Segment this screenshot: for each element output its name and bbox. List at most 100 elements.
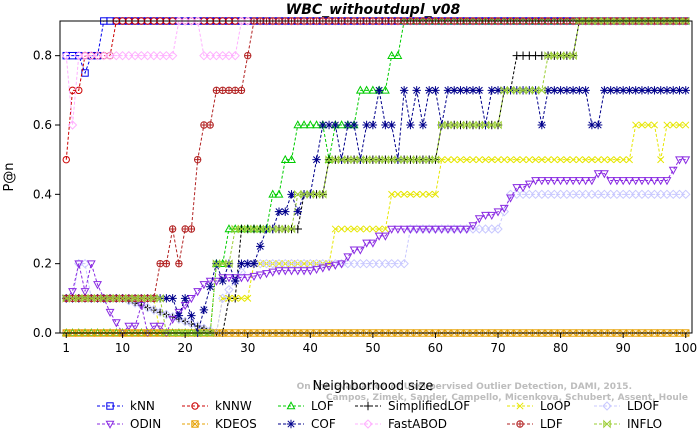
legend-item-lof: LOF bbox=[278, 399, 334, 413]
point-ldof bbox=[612, 189, 622, 200]
point-ldf bbox=[244, 51, 252, 60]
point-odin bbox=[487, 211, 497, 220]
point-cof bbox=[287, 190, 296, 199]
point-cof bbox=[543, 86, 553, 95]
point-fastabod bbox=[86, 50, 96, 61]
point-cof bbox=[612, 86, 622, 95]
point-cof bbox=[249, 259, 259, 268]
point-ldof bbox=[368, 258, 378, 269]
point-loop bbox=[632, 121, 640, 129]
legend-item-knnw: kNNW bbox=[182, 399, 252, 413]
point-ldf bbox=[206, 121, 214, 129]
point-odin bbox=[274, 267, 284, 276]
point-loop bbox=[607, 156, 615, 164]
point-cof bbox=[631, 86, 640, 95]
legend-item-ldof: LDOF bbox=[594, 399, 659, 413]
point-loop bbox=[638, 121, 646, 129]
point-lof bbox=[355, 85, 365, 94]
point-odin bbox=[362, 239, 372, 248]
point-cof bbox=[318, 120, 328, 130]
point-cof bbox=[600, 86, 609, 95]
legend-label: ODIN bbox=[130, 417, 161, 431]
point-odin bbox=[280, 267, 290, 276]
y-axis-label: P@n bbox=[2, 162, 17, 191]
point-loop bbox=[363, 225, 371, 233]
series-line-cof bbox=[66, 89, 686, 335]
legend-item-ldf: LDF bbox=[507, 417, 563, 431]
legend-label: kNN bbox=[130, 399, 155, 413]
point-loop bbox=[625, 156, 633, 164]
point-fastabod bbox=[155, 50, 165, 61]
point-fastabod bbox=[80, 50, 90, 61]
point-fastabod bbox=[74, 50, 84, 61]
x-tick-label: 70 bbox=[490, 341, 505, 355]
point-odin bbox=[431, 225, 440, 234]
x-tick-label: 90 bbox=[616, 341, 631, 355]
point-loop bbox=[344, 225, 352, 233]
point-loop bbox=[650, 121, 659, 129]
watermark-authors: Campos, Zimek, Sander, Campello, Micenko… bbox=[326, 393, 688, 403]
point-ldof bbox=[662, 189, 672, 200]
point-cof bbox=[424, 86, 434, 95]
point-cof bbox=[162, 294, 171, 303]
point-ldof bbox=[480, 224, 491, 234]
point-cof bbox=[418, 120, 428, 130]
point-ldf bbox=[237, 86, 246, 95]
legend-item-kdeos: KDEOS bbox=[182, 417, 257, 431]
point-loop bbox=[356, 225, 364, 233]
point-ldf bbox=[231, 86, 239, 95]
point-loop bbox=[513, 156, 521, 164]
point-odin bbox=[337, 260, 347, 269]
point-odin bbox=[668, 166, 678, 175]
point-odin bbox=[130, 322, 140, 331]
point-odin bbox=[424, 225, 434, 234]
point-fastabod bbox=[192, 17, 203, 26]
point-loop bbox=[338, 225, 346, 233]
point-ldof bbox=[468, 224, 478, 234]
series-odin bbox=[61, 156, 691, 337]
point-cof bbox=[205, 282, 215, 291]
point-cof bbox=[199, 305, 209, 315]
x-axis-label: Neighborhood size bbox=[313, 379, 434, 394]
point-odin bbox=[524, 180, 534, 189]
point-odin bbox=[531, 177, 541, 186]
point-fastabod bbox=[180, 17, 190, 26]
point-loop bbox=[394, 190, 402, 198]
point-odin bbox=[111, 319, 121, 328]
point-ldf bbox=[193, 155, 202, 164]
x-tick-label: 1 bbox=[62, 341, 70, 355]
point-loop bbox=[519, 156, 527, 164]
point-ldof bbox=[574, 189, 585, 200]
point-ldof bbox=[668, 189, 678, 200]
point-loop bbox=[444, 156, 452, 164]
point-loop bbox=[400, 190, 408, 198]
point-odin bbox=[399, 225, 409, 234]
point-loop bbox=[557, 156, 565, 164]
legend: kNN kNNW LOF SimplifiedLOF LoOP LDOF ODIN KDEOS… bbox=[97, 399, 662, 431]
point-fastabod bbox=[186, 17, 197, 26]
point-fastabod bbox=[211, 50, 222, 61]
point-cof bbox=[650, 86, 659, 95]
series-simplifiedlof bbox=[62, 17, 690, 337]
legend-label: LDOF bbox=[627, 399, 659, 413]
legend-label: LDF bbox=[540, 417, 563, 431]
point-ldf bbox=[168, 225, 177, 233]
point-odin bbox=[481, 211, 490, 220]
point-cof bbox=[293, 207, 302, 216]
x-tick-label: 50 bbox=[365, 341, 380, 355]
point-cof bbox=[587, 120, 597, 130]
point-ldof bbox=[261, 258, 272, 269]
point-lof bbox=[268, 189, 278, 198]
point-ldof bbox=[355, 258, 366, 269]
point-loop bbox=[494, 156, 502, 164]
legend-item-loop: LoOP bbox=[507, 399, 571, 413]
point-knn bbox=[81, 69, 89, 77]
legend-swatch-marker bbox=[603, 419, 611, 429]
point-ldof bbox=[349, 258, 359, 269]
point-cof bbox=[550, 86, 559, 95]
point-cof bbox=[606, 86, 615, 95]
point-cof bbox=[349, 120, 359, 130]
point-ldof bbox=[599, 189, 610, 200]
point-fastabod bbox=[136, 50, 147, 61]
point-cof bbox=[431, 86, 440, 95]
